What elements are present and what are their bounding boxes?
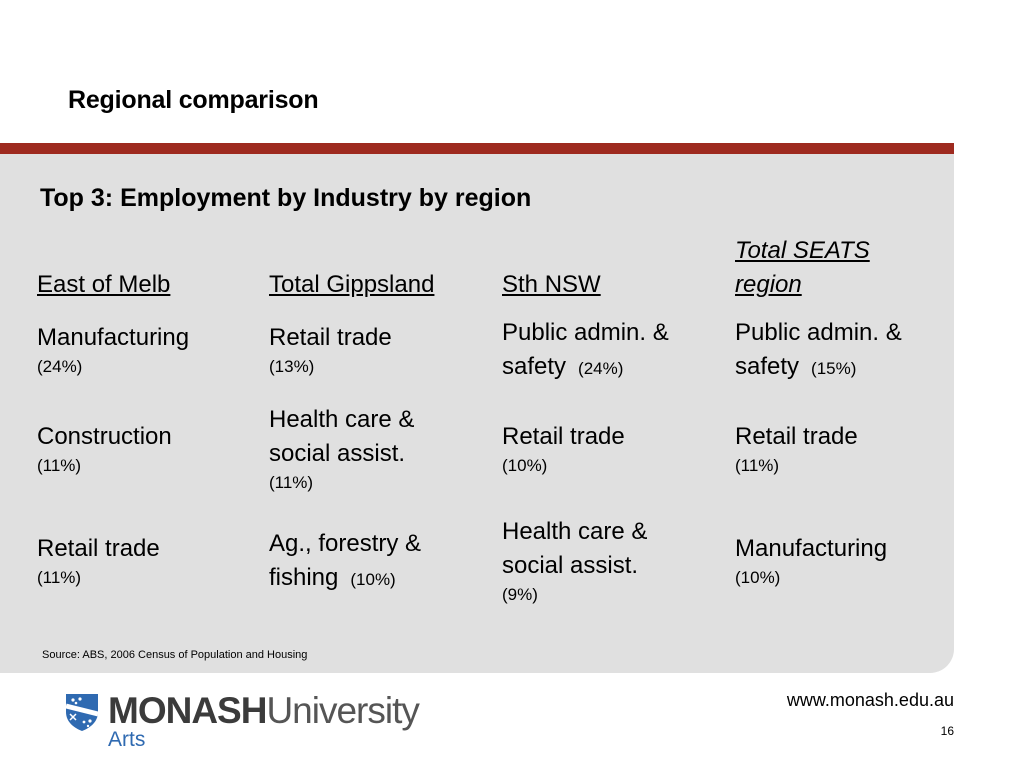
industry-name: Retail trade [502, 423, 625, 450]
industry-name: Public admin. & safety (15%) [735, 319, 902, 380]
university-wordmark: MONASHUniversity [108, 690, 420, 731]
faculty-name: Arts [108, 728, 146, 751]
column-header-east-of-melb: East of Melb [37, 271, 171, 298]
industry-share: (11%) [735, 456, 780, 475]
column-header-total-seats-region: Total SEATS region [735, 237, 870, 298]
monash-crest-icon [65, 694, 99, 731]
industry-name: Retail trade [269, 324, 392, 351]
industry-share: (24%) [578, 359, 624, 378]
cell-r3-c1: Retail trade (11%) [37, 532, 160, 590]
industry-share: (15%) [811, 359, 857, 378]
industry-share: (10%) [350, 570, 396, 589]
content-panel [0, 154, 954, 673]
industry-share: (11%) [269, 473, 314, 492]
cell-r1-c2: Retail trade (13%) [269, 321, 392, 379]
industry-share: (11%) [37, 568, 82, 587]
cell-r3-c3: Health care & social assist. (9%) [502, 515, 702, 607]
column-header-total-gippsland: Total Gippsland [269, 271, 435, 298]
industry-share: (13%) [269, 357, 315, 376]
industry-share: (10%) [735, 568, 781, 587]
monash-arts-logo: MONASHUniversity Arts [64, 690, 444, 751]
page-number: 16 [940, 724, 954, 738]
industry-name: Retail trade [735, 423, 858, 450]
cell-r1-c3: Public admin. & safety (24%) [502, 316, 712, 386]
industry-share: (11%) [37, 456, 82, 475]
industry-name: Ag., forestry & fishing (10%) [269, 530, 422, 591]
cell-r1-c1: Manufacturing (24%) [37, 321, 189, 379]
cell-r2-c2: Health care & social assist. (11%) [269, 403, 469, 495]
panel-heading: Top 3: Employment by Industry by region [40, 184, 532, 212]
industry-name: Public admin. & safety (24%) [502, 319, 669, 380]
cell-r2-c4: Retail trade (11%) [735, 420, 858, 478]
website-url[interactable]: www.monash.edu.au [786, 690, 954, 710]
slide-title: Regional comparison [68, 86, 319, 114]
industry-share: (10%) [502, 456, 548, 475]
industry-name: Manufacturing [735, 535, 888, 562]
cell-r1-c4: Public admin. & safety (15%) [735, 316, 945, 386]
industry-name: Manufacturing [37, 324, 190, 351]
industry-name: Health care & social assist. [269, 406, 415, 467]
header-divider-bar [0, 143, 954, 154]
cell-r2-c3: Retail trade (10%) [502, 420, 625, 478]
industry-share: (24%) [37, 357, 83, 376]
cell-r2-c1: Construction (11%) [37, 420, 172, 478]
industry-name: Retail trade [37, 535, 160, 562]
industry-name: Health care & social assist. [502, 518, 648, 579]
industry-name: Construction [37, 423, 172, 450]
cell-r3-c4: Manufacturing (10%) [735, 532, 887, 590]
column-header-sth-nsw: Sth NSW [502, 271, 601, 298]
cell-r3-c2: Ag., forestry & fishing (10%) [269, 527, 474, 597]
source-note: Source: ABS, 2006 Census of Population a… [42, 649, 308, 661]
industry-share: (9%) [502, 585, 538, 604]
